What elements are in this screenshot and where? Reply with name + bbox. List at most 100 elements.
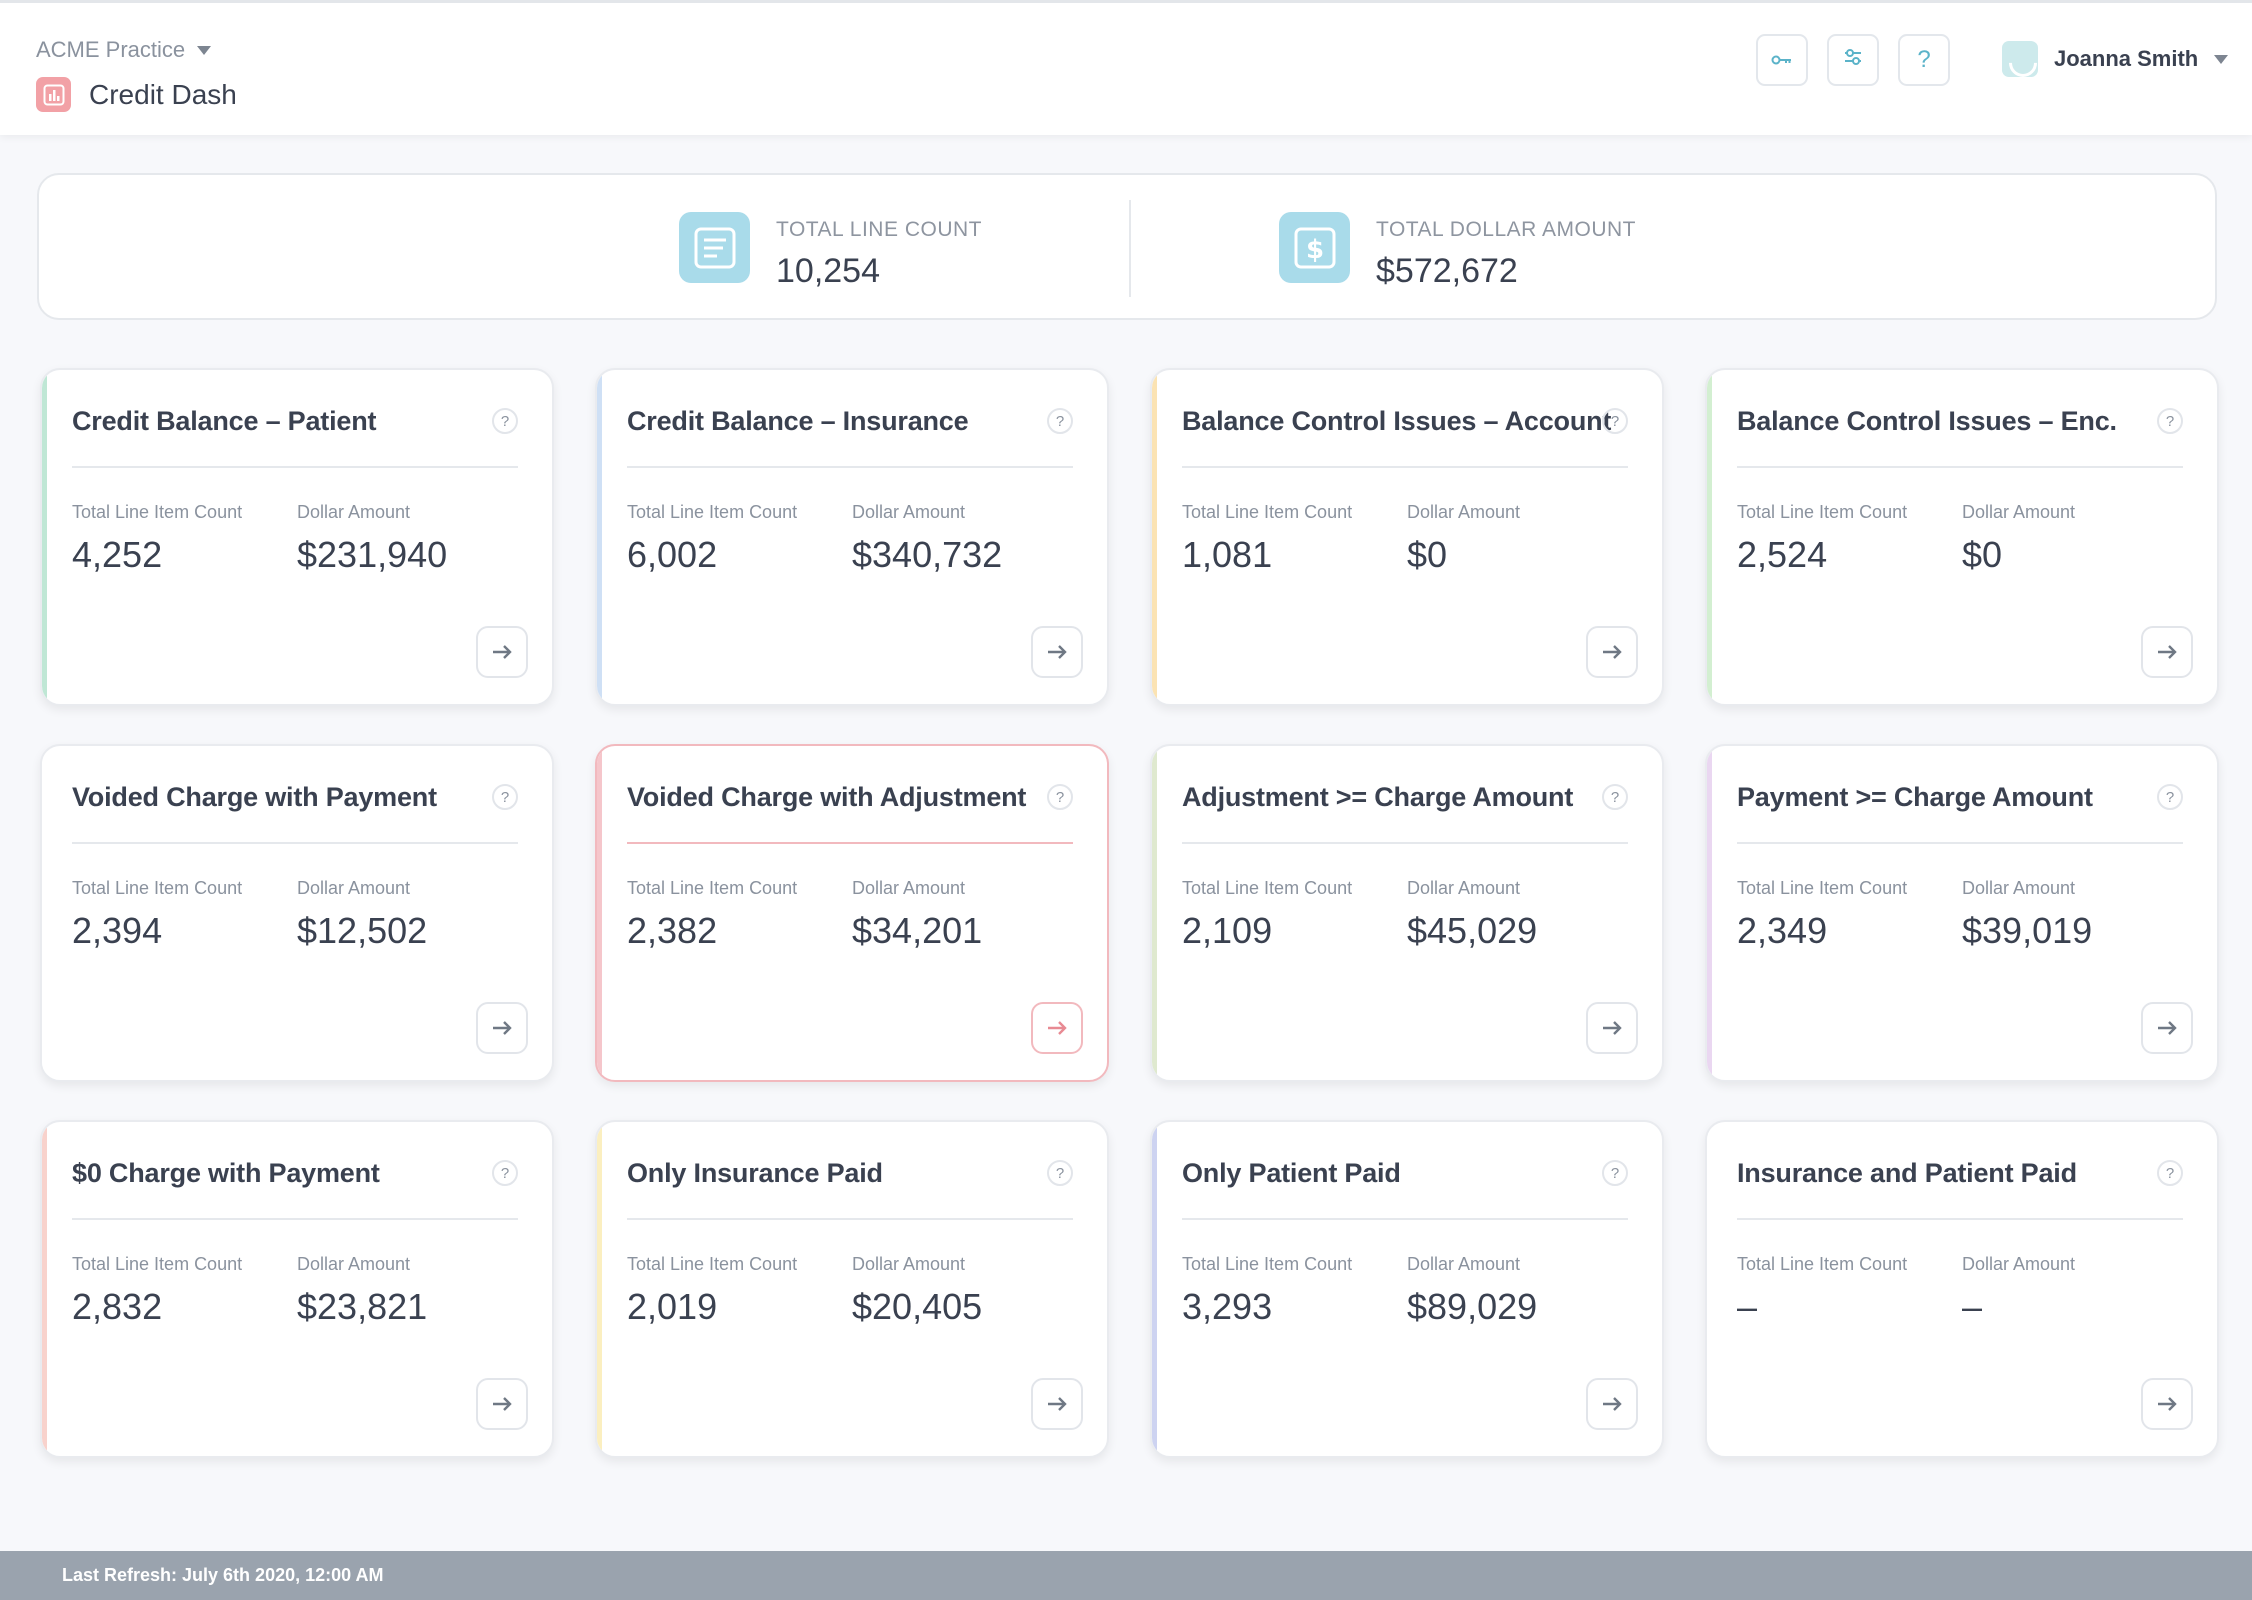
- card-title: Only Insurance Paid: [627, 1158, 883, 1188]
- count-label: Total Line Item Count: [72, 1254, 243, 1274]
- divider: [72, 1218, 518, 1220]
- open-detail-button[interactable]: [2141, 626, 2193, 678]
- card-title: $0 Charge with Payment: [72, 1158, 380, 1188]
- card-accent-bar: [1707, 746, 1712, 1080]
- total-dollar-amount: $ TOTAL DOLLAR AMOUNT $572,672: [1279, 212, 1636, 291]
- open-detail-button[interactable]: [1031, 626, 1083, 678]
- divider: [627, 466, 1073, 468]
- help-icon[interactable]: ?: [1602, 1160, 1628, 1186]
- key-icon: [1771, 46, 1793, 74]
- open-detail-button[interactable]: [2141, 1002, 2193, 1054]
- metric-card[interactable]: Voided Charge with Adjustment? Total Line…: [595, 744, 1109, 1082]
- help-icon[interactable]: ?: [492, 1160, 518, 1186]
- count-value: 2,382: [627, 910, 718, 951]
- amount-label: Dollar Amount: [1407, 878, 1521, 898]
- divider: [1737, 842, 2183, 844]
- document-icon: [679, 212, 750, 283]
- metric-card[interactable]: Only Patient Paid? Total Line Item Count D…: [1150, 1120, 1664, 1458]
- settings-button[interactable]: [1827, 34, 1879, 86]
- help-icon[interactable]: ?: [492, 784, 518, 810]
- help-icon[interactable]: ?: [1602, 408, 1628, 434]
- card-title: Payment >= Charge Amount: [1737, 782, 2093, 812]
- count-value: 3,293: [1182, 1286, 1273, 1327]
- summary-panel: TOTAL LINE COUNT 10,254 $ TOTAL DOLLAR A…: [37, 173, 2217, 320]
- metric-card[interactable]: Credit Balance – Patient? Total Line Item…: [40, 368, 554, 706]
- open-detail-button[interactable]: [476, 1378, 528, 1430]
- amount-label: Dollar Amount: [852, 502, 966, 522]
- count-label: Total Line Item Count: [1182, 502, 1353, 522]
- amount-value: $12,502: [297, 910, 428, 951]
- help-icon[interactable]: ?: [2157, 784, 2183, 810]
- help-icon[interactable]: ?: [1602, 784, 1628, 810]
- user-menu[interactable]: Joanna Smith: [2002, 41, 2229, 77]
- count-value: 2,019: [627, 1286, 718, 1327]
- amount-label: Dollar Amount: [297, 502, 411, 522]
- help-icon[interactable]: ?: [1047, 1160, 1073, 1186]
- card-accent-bar: [1707, 370, 1712, 704]
- arrow-right-icon: [1601, 1396, 1623, 1412]
- count-label: Total Line Item Count: [1182, 878, 1353, 898]
- status-bar: Last Refresh: July 6th 2020, 12:00 AM: [0, 1551, 2252, 1600]
- help-button[interactable]: ?: [1898, 34, 1950, 86]
- open-detail-button[interactable]: [1586, 1378, 1638, 1430]
- amount-label: Dollar Amount: [297, 1254, 411, 1274]
- metric-card[interactable]: Credit Balance – Insurance? Total Line It…: [595, 368, 1109, 706]
- svg-text:$: $: [1305, 235, 1323, 265]
- metric-card[interactable]: Insurance and Patient Paid? Total Line It…: [1705, 1120, 2219, 1458]
- app-title: Credit Dash: [36, 77, 237, 112]
- open-detail-button[interactable]: [476, 626, 528, 678]
- card-accent-bar: [1152, 746, 1157, 1080]
- open-detail-button[interactable]: [1031, 1002, 1083, 1054]
- count-value: 2,394: [72, 910, 163, 951]
- open-detail-button[interactable]: [1586, 626, 1638, 678]
- help-icon[interactable]: ?: [1047, 784, 1073, 810]
- count-value: 2,349: [1737, 910, 1828, 951]
- avatar: [2002, 41, 2038, 77]
- help-icon[interactable]: ?: [1047, 408, 1073, 434]
- key-button[interactable]: [1756, 34, 1808, 86]
- user-name: Joanna Smith: [2054, 46, 2199, 71]
- divider: [1182, 1218, 1628, 1220]
- open-detail-button[interactable]: [1031, 1378, 1083, 1430]
- practice-selector[interactable]: ACME Practice: [36, 37, 212, 63]
- divider: [72, 466, 518, 468]
- divider: [627, 1218, 1073, 1220]
- count-value: 6,002: [627, 534, 718, 575]
- amount-value: $231,940: [297, 534, 448, 575]
- count-label: Total Line Item Count: [627, 878, 798, 898]
- metric-card[interactable]: Only Insurance Paid? Total Line Item Coun…: [595, 1120, 1109, 1458]
- caret-down-icon: [197, 45, 212, 55]
- amount-label: Dollar Amount: [852, 1254, 966, 1274]
- metric-card[interactable]: Balance Control Issues – Enc.? Total Line…: [1705, 368, 2219, 706]
- count-label: Total Line Item Count: [1737, 502, 1908, 522]
- open-detail-button[interactable]: [1586, 1002, 1638, 1054]
- last-refresh-text: Last Refresh: July 6th 2020, 12:00 AM: [62, 1565, 384, 1585]
- caret-down-icon: [2214, 54, 2229, 64]
- amount-value: –: [1962, 1286, 1983, 1327]
- help-icon[interactable]: ?: [2157, 1160, 2183, 1186]
- open-detail-button[interactable]: [2141, 1378, 2193, 1430]
- metric-card[interactable]: Adjustment >= Charge Amount? Total Line I…: [1150, 744, 1664, 1082]
- amount-value: $34,201: [852, 910, 983, 951]
- arrow-right-icon: [2156, 1396, 2178, 1412]
- arrow-right-icon: [2156, 644, 2178, 660]
- metric-card[interactable]: $0 Charge with Payment? Total Line Item C…: [40, 1120, 554, 1458]
- card-accent-bar: [597, 1122, 602, 1456]
- amount-value: $0: [1407, 534, 1448, 575]
- count-value: 2,109: [1182, 910, 1273, 951]
- metric-card[interactable]: Balance Control Issues – Account? Total L…: [1150, 368, 1664, 706]
- metric-card[interactable]: Voided Charge with Payment? Total Line It…: [40, 744, 554, 1082]
- count-value: –: [1737, 1286, 1758, 1327]
- open-detail-button[interactable]: [476, 1002, 528, 1054]
- total-line-count: TOTAL LINE COUNT 10,254: [679, 212, 982, 291]
- amount-value: $340,732: [852, 534, 1003, 575]
- card-title: Adjustment >= Charge Amount: [1182, 782, 1574, 812]
- arrow-right-icon: [491, 1396, 513, 1412]
- arrow-right-icon: [1601, 1020, 1623, 1036]
- card-accent-bar: [597, 370, 602, 704]
- divider: [1737, 1218, 2183, 1220]
- help-icon[interactable]: ?: [492, 408, 518, 434]
- arrow-right-icon: [1601, 644, 1623, 660]
- metric-card[interactable]: Payment >= Charge Amount? Total Line Item…: [1705, 744, 2219, 1082]
- help-icon[interactable]: ?: [2157, 408, 2183, 434]
